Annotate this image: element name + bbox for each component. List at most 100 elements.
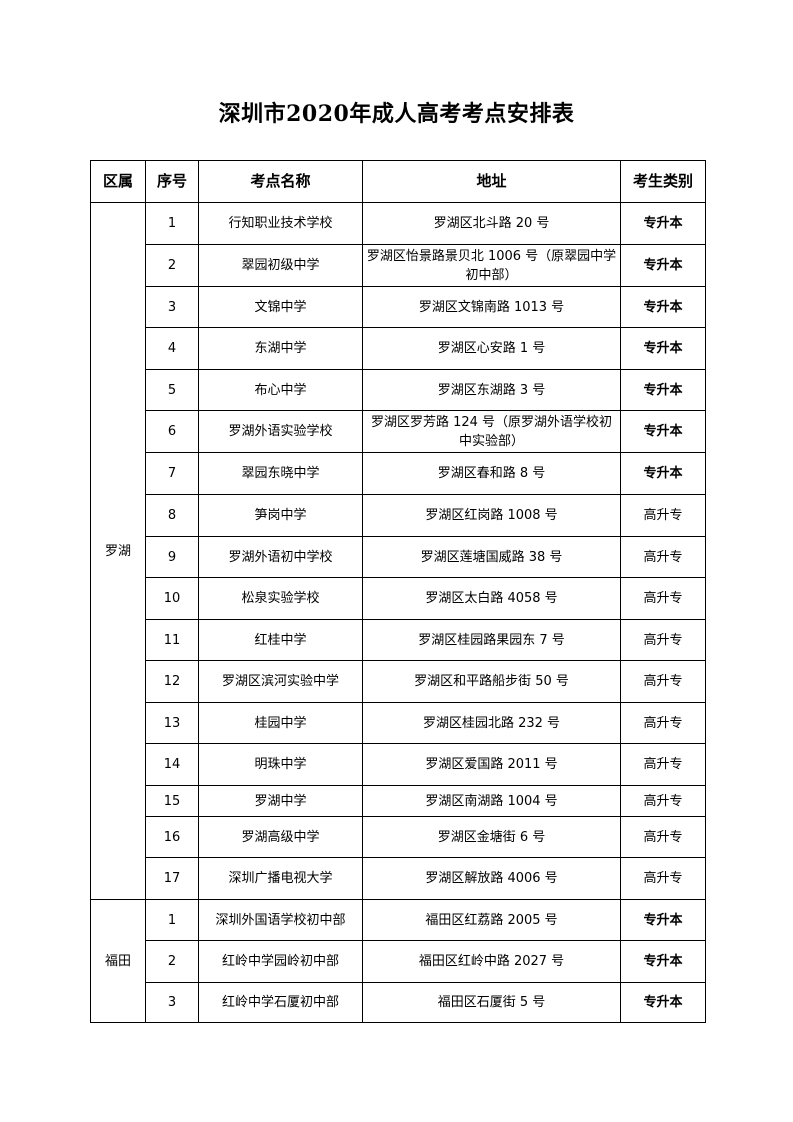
category-cell: 专升本 [620,286,706,328]
table-row: 福田 1 深圳外国语学校初中部 福田区红荔路 2005 号专升本 [90,899,706,1023]
table-row: 9 罗湖外语初中学校 罗湖区莲塘国威路 38 号高升专 [91,536,706,578]
number-cell: 3 [145,286,199,328]
category-cell: 高升专 [620,660,706,703]
site-name-cell: 翠园东晓中学 [198,452,363,495]
address-cell: 罗湖区桂园路果园东 7 号 [362,619,621,661]
table-row: 15 罗湖中学 罗湖区南湖路 1004 号高升专 [91,785,706,817]
category-cell: 高升专 [620,816,706,858]
header-district: 区属 [90,160,146,203]
table-row: 6 罗湖外语实验学校 罗湖区罗芳路 124 号（原罗湖外语学校初中实验部） 专升本 [91,410,706,453]
table-row: 3 文锦中学 罗湖区文锦南路 1013 号专升本 [91,286,706,328]
address-cell: 罗湖区爱国路 2011 号 [362,743,621,786]
site-name-cell: 深圳广播电视大学 [198,857,363,900]
number-cell: 2 [145,940,199,983]
site-name-cell: 罗湖中学 [198,785,363,817]
category-cell: 专升本 [620,369,706,411]
address-cell: 罗湖区罗芳路 124 号（原罗湖外语学校初中实验部） [362,410,621,453]
address-cell: 罗湖区心安路 1 号 [362,327,621,370]
address-cell: 罗湖区南湖路 1004 号 [362,785,621,817]
number-cell: 16 [145,816,199,858]
site-name-cell: 罗湖高级中学 [198,816,363,858]
address-cell: 罗湖区红岗路 1008 号 [362,494,621,537]
exam-site-table: 区属 序号 考点名称 地址 考生类别 罗湖 1 行知职业技术学校 罗湖区北斗路 20 … [90,160,706,1023]
header-address: 地址 [362,160,621,203]
table-row: 3 红岭中学石厦初中部 福田区石厦街 5 号专升本 [91,982,706,1023]
category-cell: 高升专 [620,785,706,817]
table-row: 5 布心中学 罗湖区东湖路 3 号专升本 [91,369,706,411]
number-cell: 5 [145,369,199,411]
site-name-cell: 红岭中学石厦初中部 [198,982,363,1023]
category-cell: 高升专 [620,494,706,537]
table-row: 13 桂园中学 罗湖区桂园北路 232 号高升专 [91,702,706,744]
category-cell: 专升本 [620,202,706,245]
category-cell: 专升本 [620,244,706,287]
header-category: 考生类别 [620,160,706,203]
table-row: 2 红岭中学园岭初中部 福田区红岭中路 2027 号专升本 [91,940,706,983]
table-row: 16 罗湖高级中学 罗湖区金塘街 6 号高升专 [91,816,706,858]
number-cell: 12 [145,660,199,703]
number-cell: 15 [145,785,199,817]
site-name-cell: 红桂中学 [198,619,363,661]
category-cell: 高升专 [620,702,706,744]
site-name-cell: 行知职业技术学校 [198,202,363,245]
header-number: 序号 [145,160,199,203]
address-cell: 罗湖区东湖路 3 号 [362,369,621,411]
table-row: 14 明珠中学 罗湖区爱国路 2011 号高升专 [91,743,706,786]
number-cell: 9 [145,536,199,578]
address-cell: 罗湖区解放路 4006 号 [362,857,621,900]
number-cell: 6 [145,410,199,453]
header-site-name: 考点名称 [198,160,363,203]
site-name-cell: 红岭中学园岭初中部 [198,940,363,983]
district-cell: 福田 [90,899,146,1023]
table-row: 17 深圳广播电视大学 罗湖区解放路 4006 号高升专 [91,857,706,900]
number-cell: 2 [145,244,199,287]
category-cell: 高升专 [620,857,706,900]
address-cell: 福田区红岭中路 2027 号 [362,940,621,983]
district-cell: 罗湖 [90,202,146,900]
site-name-cell: 东湖中学 [198,327,363,370]
site-name-cell: 笋岗中学 [198,494,363,537]
site-name-cell: 翠园初级中学 [198,244,363,287]
category-cell: 专升本 [620,940,706,983]
site-name-cell: 罗湖外语初中学校 [198,536,363,578]
category-cell: 高升专 [620,743,706,786]
number-cell: 7 [145,452,199,495]
category-cell: 专升本 [620,982,706,1023]
category-cell: 专升本 [620,452,706,495]
site-name-cell: 明珠中学 [198,743,363,786]
table-row: 7 翠园东晓中学 罗湖区春和路 8 号专升本 [91,452,706,495]
table-row: 4 东湖中学 罗湖区心安路 1 号专升本 [91,327,706,370]
site-name-cell: 桂园中学 [198,702,363,744]
table-row: 10 松泉实验学校 罗湖区太白路 4058 号高升专 [91,577,706,620]
site-name-cell: 深圳外国语学校初中部 [198,899,363,941]
category-cell: 高升专 [620,536,706,578]
category-cell: 专升本 [620,327,706,370]
category-cell: 专升本 [620,410,706,453]
site-name-cell: 罗湖外语实验学校 [198,410,363,453]
address-cell: 罗湖区春和路 8 号 [362,452,621,495]
category-cell: 高升专 [620,577,706,620]
number-cell: 17 [145,857,199,900]
address-cell: 福田区石厦街 5 号 [362,982,621,1023]
address-cell: 罗湖区金塘街 6 号 [362,816,621,858]
number-cell: 1 [145,899,199,941]
site-name-cell: 松泉实验学校 [198,577,363,620]
number-cell: 3 [145,982,199,1023]
address-cell: 罗湖区和平路船步街 50 号 [362,660,621,703]
number-cell: 13 [145,702,199,744]
number-cell: 8 [145,494,199,537]
address-cell: 罗湖区太白路 4058 号 [362,577,621,620]
number-cell: 1 [145,202,199,245]
category-cell: 专升本 [620,899,706,941]
table-row: 2 翠园初级中学 罗湖区怡景路景贝北 1006 号（原翠园中学初中部） 专升本 [91,244,706,287]
address-cell: 罗湖区北斗路 20 号 [362,202,621,245]
address-cell: 罗湖区怡景路景贝北 1006 号（原翠园中学初中部） [362,244,621,287]
number-cell: 11 [145,619,199,661]
number-cell: 10 [145,577,199,620]
address-cell: 福田区红荔路 2005 号 [362,899,621,941]
table-header-row: 区属 序号 考点名称 地址 考生类别 [90,160,706,203]
document-title: 深圳市2020年成人高考考点安排表 [218,101,575,127]
address-cell: 罗湖区莲塘国威路 38 号 [362,536,621,578]
site-name-cell: 布心中学 [198,369,363,411]
number-cell: 4 [145,327,199,370]
